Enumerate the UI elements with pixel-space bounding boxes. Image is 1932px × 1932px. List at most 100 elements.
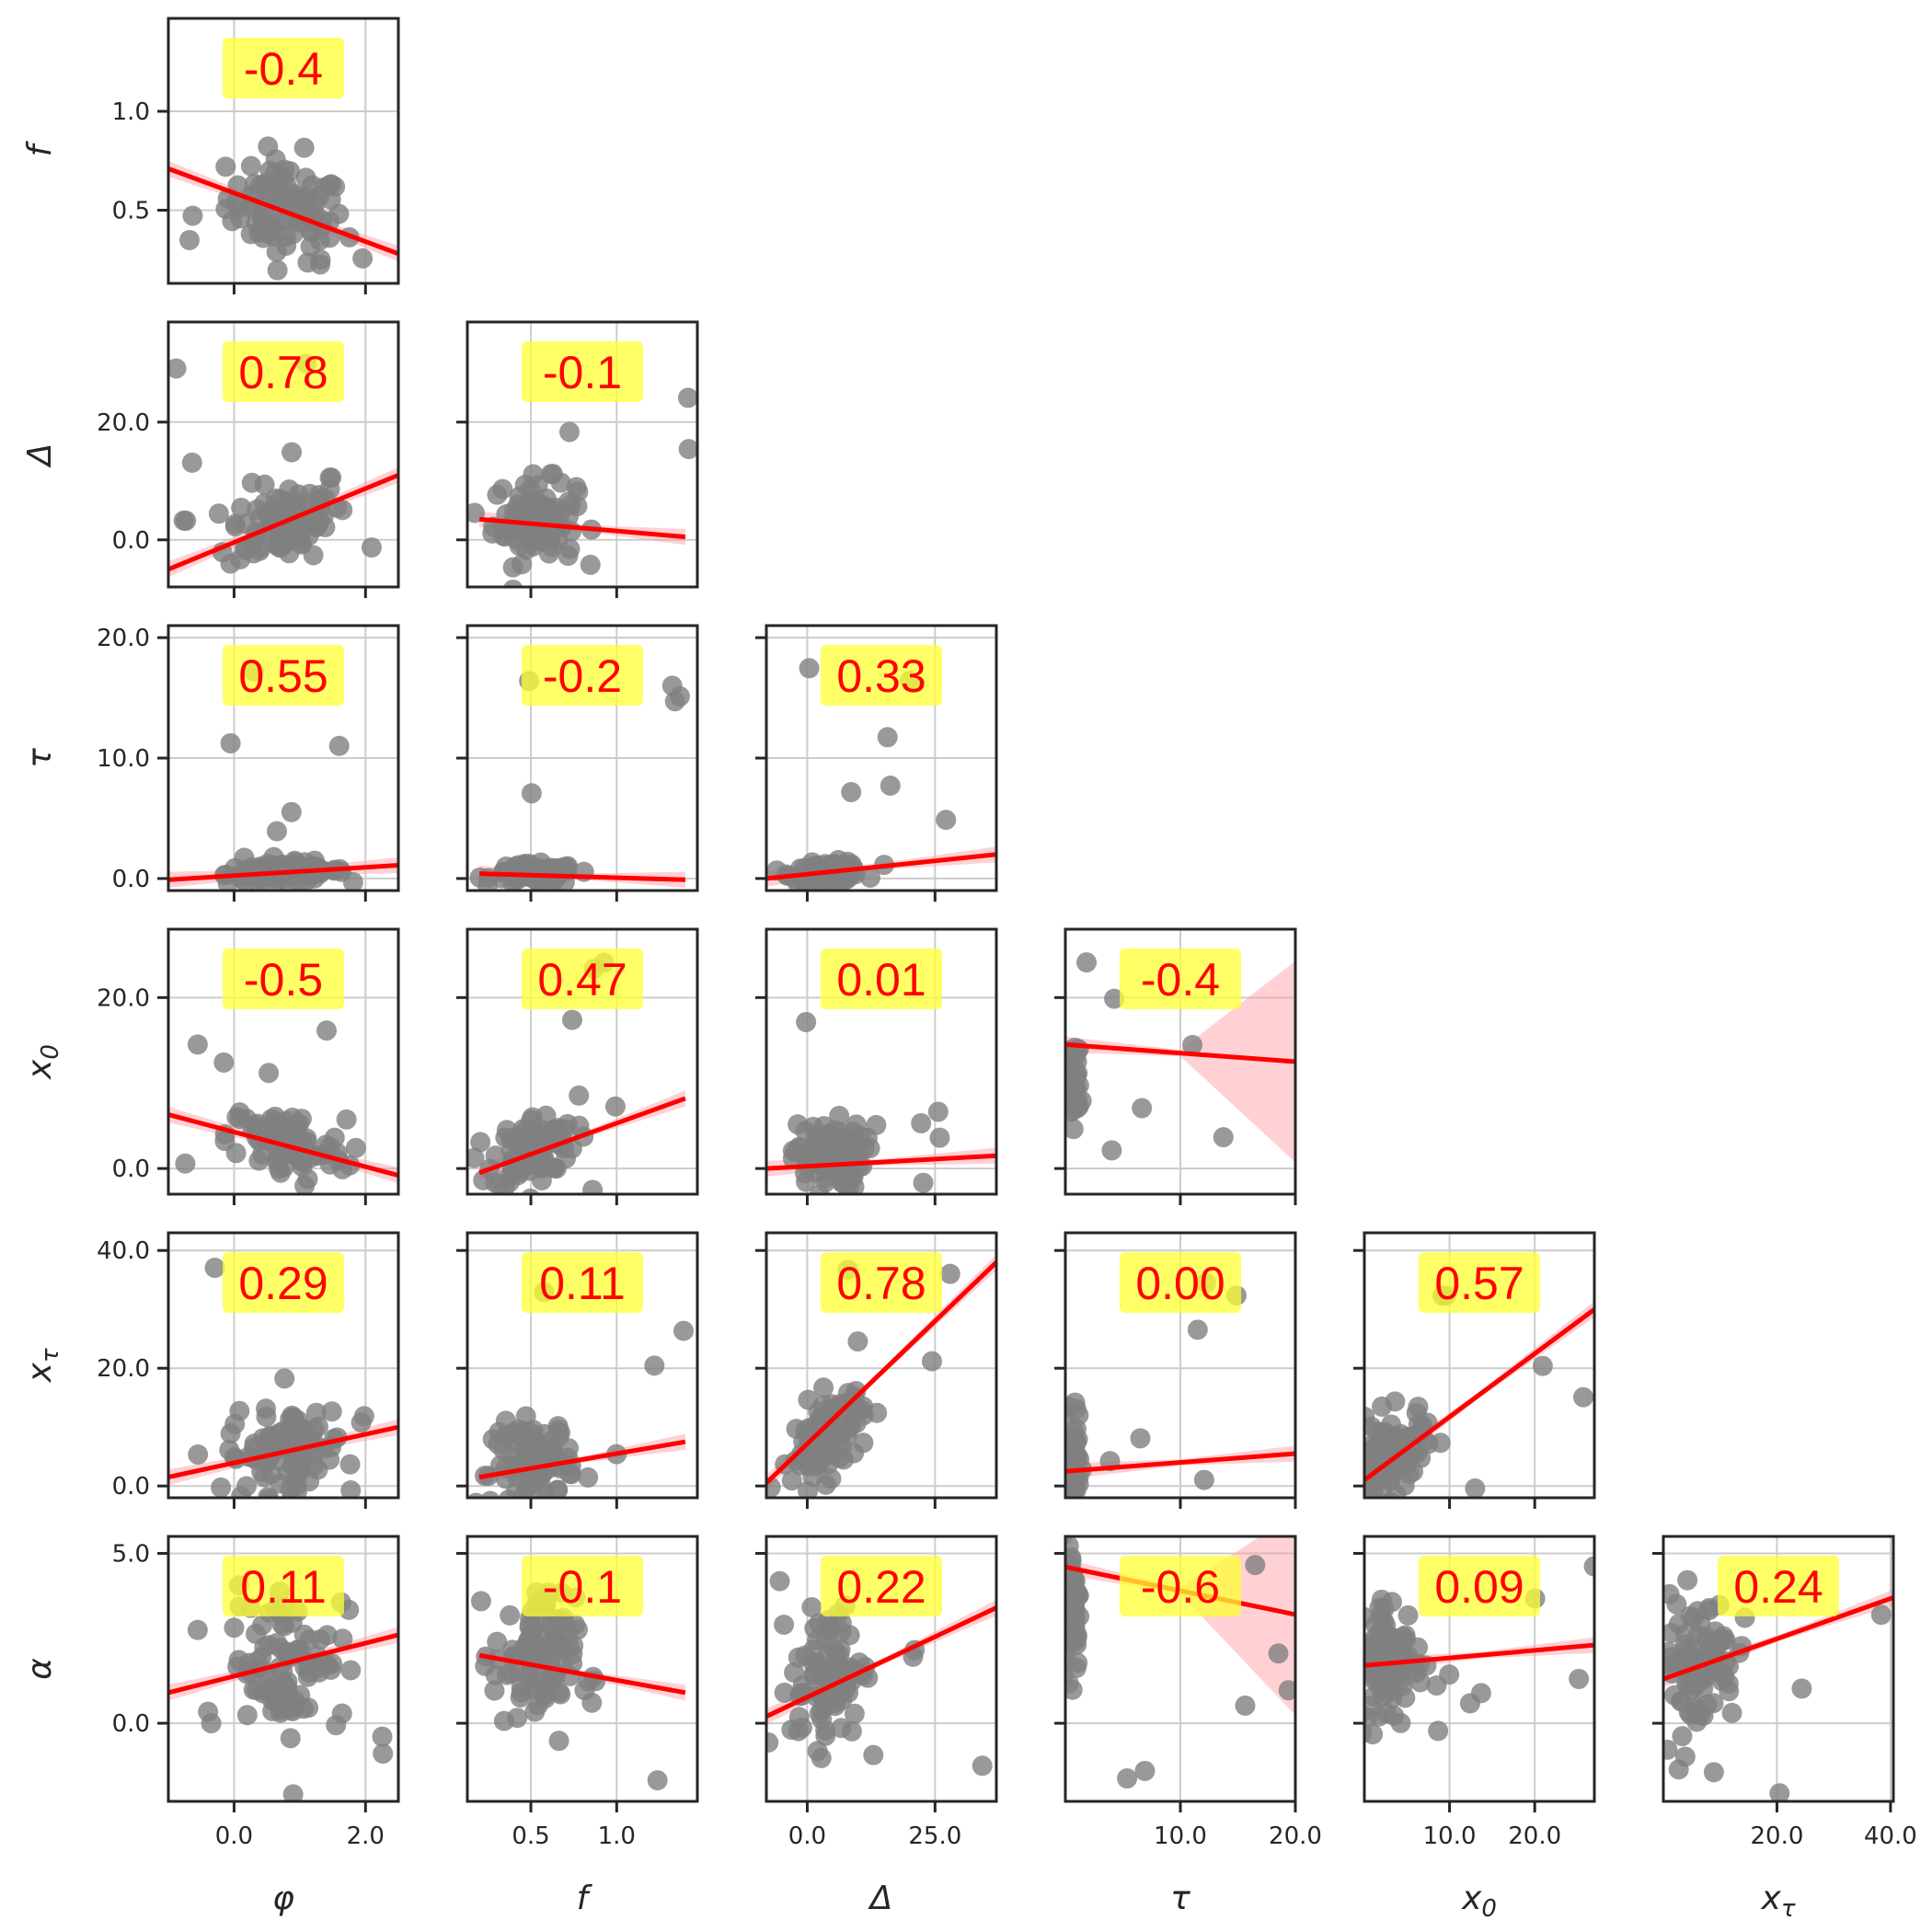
scatter-point [831,1718,852,1739]
scatter-point [1532,1355,1553,1376]
scatter-point [1663,1739,1678,1760]
corr-value: 0.01 [836,954,926,1006]
panel-frame [167,1535,400,1803]
regression-line [1065,1041,1295,1064]
x-tick-label: 20.0 [1751,1823,1804,1850]
scatter-point [361,537,382,558]
scatter-point [352,247,374,269]
x-axis-label-tau: τ [1170,1880,1190,1917]
scatter-point [213,1052,235,1073]
scatter-point [310,254,331,275]
scatter-point [204,1258,225,1279]
scatter-point [1369,1706,1390,1727]
scatter-point [582,1179,604,1194]
scatter-point [485,1664,506,1685]
scatter-point [1372,1396,1393,1417]
scatter-point [774,1682,795,1703]
x-tick-label: 1.0 [598,1823,636,1850]
y-tick-label: 0.0 [112,527,150,555]
scatter-point [263,1508,283,1528]
scatter-point [303,545,324,566]
x-tick-label: 20.0 [1508,1823,1561,1850]
scatter-point [523,535,544,557]
scatter-point [563,1635,584,1656]
scatter-point [558,421,580,443]
scatter-point [558,546,579,567]
scatter-point [1381,1414,1402,1435]
scatter-point [1065,1436,1080,1457]
scatter-point [1364,1407,1375,1428]
x-tick-label: 0.0 [788,1823,826,1850]
corr-value: -0.4 [1141,954,1220,1006]
scatter-point [515,1406,536,1427]
scatter-point [332,1628,353,1650]
scatter-point [310,1628,331,1650]
scatter-point [1132,1098,1153,1119]
regression-line [168,1632,398,1696]
scatter-point [281,801,302,822]
panel-frame [466,1535,699,1803]
scatter-point [316,1654,338,1675]
scatter-point [241,472,262,493]
panel-alpha-vs-phi: 0.11 0.0 5.0 0.0 2.0 [112,1535,400,1850]
scatter-point [1278,1680,1295,1701]
scatter-point [533,1120,554,1141]
scatter-point [305,1402,327,1423]
scatter-point [211,1477,232,1498]
scatter-point [182,205,203,226]
scatter-point [351,1412,372,1433]
scatter-point [788,1707,810,1728]
x-axis-label-xtau: xτ [1761,1880,1796,1923]
scatter-point [677,387,697,408]
scatter-point [340,1480,362,1498]
scatter-point [500,1662,522,1684]
scatter-point [305,203,326,224]
scatter-point [339,1454,361,1475]
scatter-point [253,176,274,197]
scatter-point [1065,1666,1074,1686]
corr-box [821,1556,942,1616]
panel-alpha-vs-tau: -0.6 10.0 20.0 [1054,1535,1322,1850]
scatter-point [258,136,279,157]
scatter-point [1668,1759,1689,1780]
x-axis-label-Delta: Δ [868,1880,893,1917]
y-tick-label: 0.0 [112,1473,150,1501]
regression-line [168,166,398,257]
panel-alpha-vs-f: -0.1 0.5 1.0 [456,1535,699,1850]
scatter-point [321,1401,342,1422]
corr-box [1120,1556,1241,1616]
scatter-point [188,1444,209,1466]
scatter-point [1641,1649,1662,1669]
scatter-point [510,1496,522,1498]
scatter-point [521,783,542,804]
panel-Delta-vs-f: -0.1 [456,320,699,598]
y-axis-label-Delta: Δ [21,443,59,469]
scatter-point [488,1433,509,1455]
scatter-point [781,1470,802,1491]
y-tick-label: 0.0 [112,1156,150,1183]
scatter-point [1390,1712,1411,1733]
scatter-point [1573,1386,1594,1408]
scatter-point [548,1623,569,1644]
scatter-point [287,1639,308,1661]
scatter-point [320,189,341,210]
scatter-point [225,1143,247,1164]
panel-frame [765,1231,998,1500]
scatter-point [578,1466,599,1488]
corr-box [223,949,344,1009]
scatter-point [297,1168,318,1190]
panel-frame [1363,1535,1596,1803]
scatter-point [1213,1127,1234,1148]
scatter-point [236,1705,258,1726]
corr-value: -0.1 [543,1561,622,1613]
corr-box [1120,1252,1241,1313]
scatter-point [673,1320,694,1341]
corr-value: 0.78 [238,347,328,398]
scatter-point [1245,1555,1266,1576]
panel-tau-vs-phi: 0.55 0.0 10.0 20.0 [97,624,400,902]
confidence-band [1065,960,1295,1163]
scatter-point [1392,1675,1413,1696]
scatter-point [266,821,287,842]
scatter-point [844,1703,865,1724]
scatter-point [1065,1096,1072,1115]
